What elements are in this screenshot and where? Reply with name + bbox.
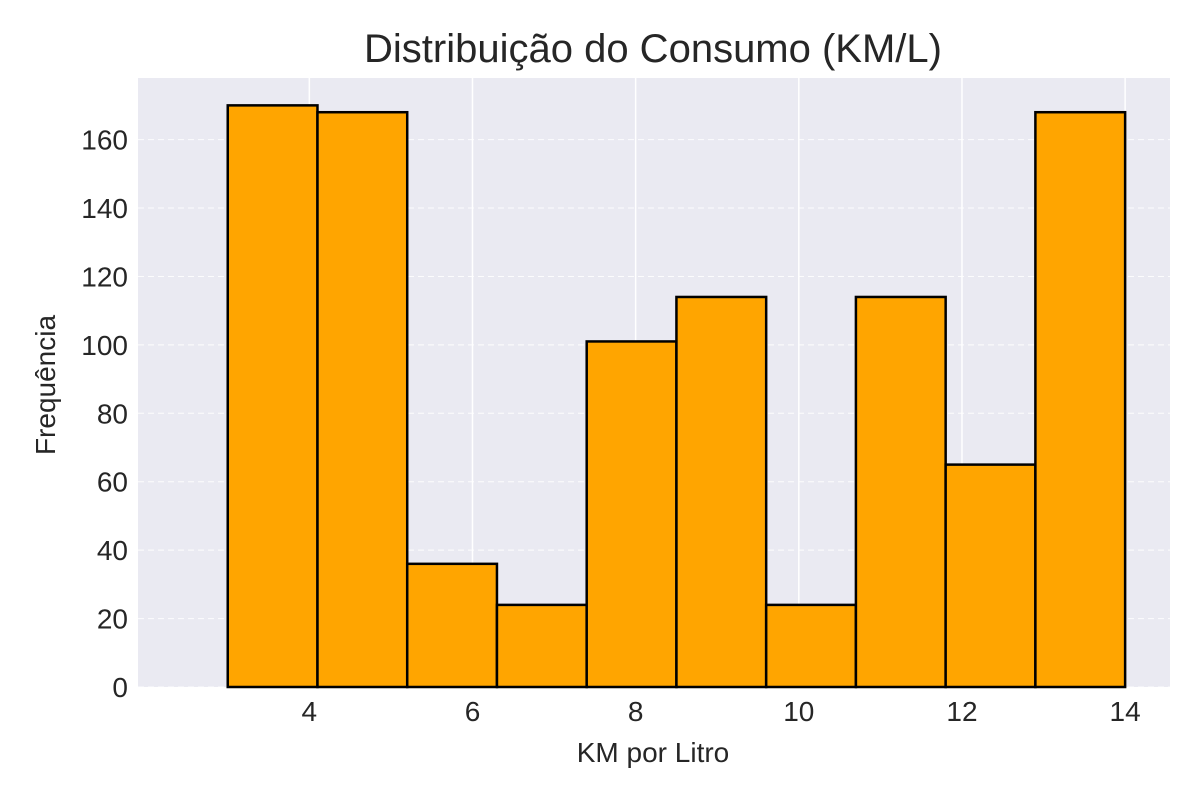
histogram-bar bbox=[495, 603, 588, 689]
y-tick-label: 160 bbox=[81, 125, 128, 156]
histogram-bar bbox=[226, 104, 319, 689]
y-tick-labels: 0 20 40 60 80 100 120 140 160 bbox=[81, 125, 128, 703]
x-tick-label: 4 bbox=[302, 696, 318, 727]
histogram-bar bbox=[944, 463, 1037, 689]
bars-group bbox=[226, 104, 1127, 689]
y-axis-label: Frequência bbox=[30, 315, 61, 456]
histogram-bar bbox=[854, 295, 947, 689]
histogram-bar bbox=[316, 110, 409, 689]
y-tick-label: 20 bbox=[97, 604, 128, 635]
x-tick-label: 10 bbox=[783, 696, 814, 727]
histogram-bar bbox=[1034, 110, 1127, 689]
histogram-bar bbox=[675, 295, 768, 689]
x-tick-labels: 4 6 8 10 12 14 bbox=[302, 696, 1141, 727]
y-tick-label: 140 bbox=[81, 193, 128, 224]
y-tick-label: 100 bbox=[81, 330, 128, 361]
histogram-bar bbox=[585, 340, 678, 689]
histogram-bar bbox=[764, 603, 858, 689]
x-tick-label: 6 bbox=[465, 696, 481, 727]
x-tick-label: 12 bbox=[946, 696, 977, 727]
x-tick-label: 8 bbox=[628, 696, 644, 727]
chart-title: Distribuição do Consumo (KM/L) bbox=[364, 27, 942, 71]
y-tick-label: 0 bbox=[112, 672, 128, 703]
x-tick-label: 14 bbox=[1110, 696, 1141, 727]
histogram-bar bbox=[405, 562, 499, 689]
y-tick-label: 40 bbox=[97, 535, 128, 566]
y-tick-label: 120 bbox=[81, 261, 128, 292]
x-axis-label: KM por Litro bbox=[577, 737, 730, 768]
y-tick-label: 80 bbox=[97, 398, 128, 429]
y-tick-label: 60 bbox=[97, 467, 128, 498]
